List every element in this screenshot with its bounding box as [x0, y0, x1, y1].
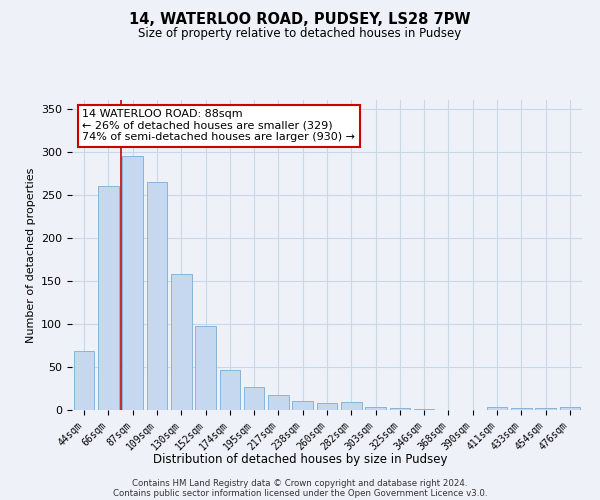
Bar — [292, 402, 313, 410]
Bar — [74, 352, 94, 410]
Bar — [122, 156, 143, 410]
Text: 14 WATERLOO ROAD: 88sqm
← 26% of detached houses are smaller (329)
74% of semi-d: 14 WATERLOO ROAD: 88sqm ← 26% of detache… — [82, 110, 355, 142]
Text: Distribution of detached houses by size in Pudsey: Distribution of detached houses by size … — [153, 452, 447, 466]
Bar — [317, 403, 337, 410]
Y-axis label: Number of detached properties: Number of detached properties — [26, 168, 35, 342]
Bar — [487, 406, 508, 410]
Text: Contains public sector information licensed under the Open Government Licence v3: Contains public sector information licen… — [113, 488, 487, 498]
Bar — [98, 186, 119, 410]
Bar — [171, 274, 191, 410]
Bar — [365, 406, 386, 410]
Bar — [341, 402, 362, 410]
Bar — [560, 408, 580, 410]
Bar — [146, 182, 167, 410]
Text: Size of property relative to detached houses in Pudsey: Size of property relative to detached ho… — [139, 28, 461, 40]
Text: Contains HM Land Registry data © Crown copyright and database right 2024.: Contains HM Land Registry data © Crown c… — [132, 478, 468, 488]
Bar — [414, 409, 434, 410]
Bar — [535, 408, 556, 410]
Bar — [195, 326, 216, 410]
Bar — [244, 387, 265, 410]
Bar — [268, 394, 289, 410]
Bar — [220, 370, 240, 410]
Bar — [511, 408, 532, 410]
Bar — [389, 408, 410, 410]
Text: 14, WATERLOO ROAD, PUDSEY, LS28 7PW: 14, WATERLOO ROAD, PUDSEY, LS28 7PW — [129, 12, 471, 28]
